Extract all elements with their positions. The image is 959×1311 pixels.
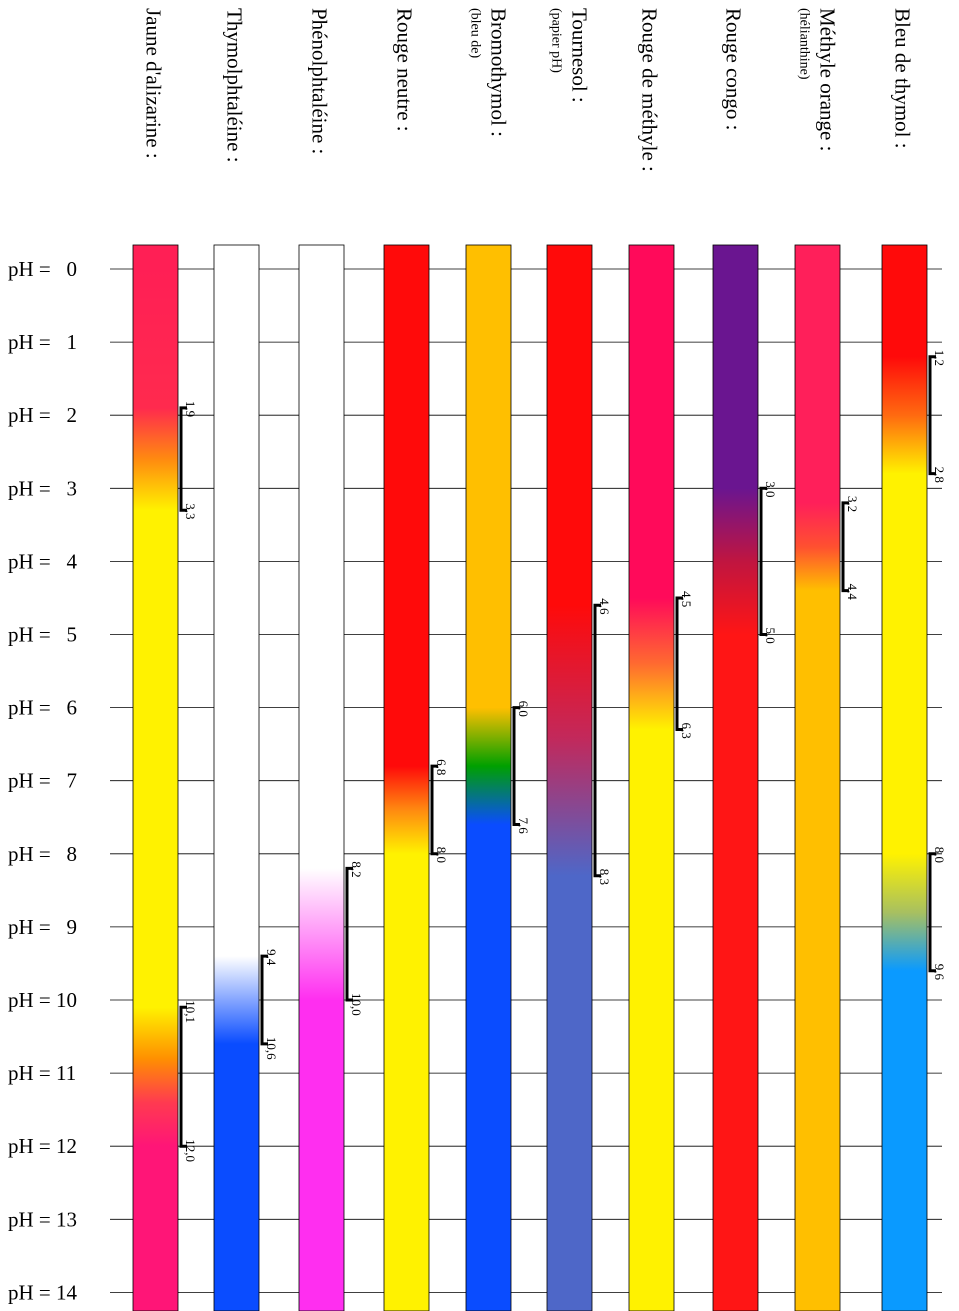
transition-bracket bbox=[841, 501, 849, 593]
indicator-bars bbox=[132, 244, 928, 1311]
ph-tick-label: pH = 11 bbox=[8, 1061, 76, 1085]
indicator-title: Méthyle orange : bbox=[816, 8, 840, 151]
ph-tick-label: pH = 1 bbox=[8, 330, 77, 354]
transition-bracket bbox=[430, 764, 438, 856]
indicator-title: Rouge congo : bbox=[722, 8, 746, 130]
indicator-title: Phénolphtaléine : bbox=[308, 8, 332, 154]
ph-axis: pH = 0 pH = 1 pH = 2 pH = 3 pH = 4 pH = 5 pH =… bbox=[8, 257, 942, 1304]
transition-value-label: 1,2 bbox=[932, 350, 947, 366]
transition-value-label: 6,3 bbox=[679, 723, 694, 739]
transition-value-label: 8,3 bbox=[597, 869, 612, 885]
indicator-title: Thymolphtaléine : bbox=[223, 8, 247, 163]
transition-bracket bbox=[928, 355, 936, 476]
indicator-bar bbox=[383, 244, 430, 1311]
indicator-title: Tournesol : bbox=[568, 8, 592, 103]
indicator-title: Jaune d'alizarine : bbox=[142, 8, 166, 159]
transition-value-label: 3,0 bbox=[763, 481, 778, 497]
transition-bracket bbox=[512, 706, 520, 827]
transition-value-label: 3,3 bbox=[183, 503, 198, 519]
indicator-bar bbox=[298, 244, 345, 1311]
transition-value-label: 3,2 bbox=[845, 496, 860, 512]
transition-value-label: 9,6 bbox=[932, 964, 947, 981]
transition-value-label: 2,8 bbox=[932, 467, 947, 483]
indicator-subtitle: (papier pH) bbox=[549, 8, 564, 73]
transition-value-label: 4,6 bbox=[597, 598, 612, 615]
ph-tick-label: pH = 4 bbox=[8, 549, 78, 573]
indicator-bar bbox=[628, 244, 675, 1311]
ph-tick-label: pH = 3 bbox=[8, 476, 77, 500]
indicator-bar bbox=[881, 244, 928, 1311]
indicator-title: Bleu de thymol : bbox=[891, 8, 915, 149]
indicator-bar bbox=[213, 244, 260, 1311]
ph-tick-label: pH = 8 bbox=[8, 842, 77, 866]
ph-tick-label: pH = 14 bbox=[8, 1280, 78, 1304]
indicator-subtitle: (hélianthine) bbox=[797, 8, 812, 80]
indicator-title: Rouge de méthyle : bbox=[638, 8, 662, 172]
indicator-subtitle: (bleu de) bbox=[468, 8, 483, 58]
indicator-bar bbox=[794, 244, 841, 1311]
transition-value-label: 10,0 bbox=[349, 993, 364, 1016]
transition-value-label: 12,0 bbox=[183, 1139, 198, 1162]
transition-bracket bbox=[179, 406, 187, 512]
indicator-bar bbox=[465, 244, 512, 1311]
indicator-bar bbox=[712, 244, 759, 1311]
transition-value-label: 6,0 bbox=[516, 701, 531, 717]
transition-bracket bbox=[345, 866, 353, 1002]
transition-bracket bbox=[759, 486, 767, 636]
ph-tick-label: pH = 9 bbox=[8, 915, 77, 939]
transition-value-label: 8,0 bbox=[932, 847, 947, 863]
indicator-bar bbox=[546, 244, 593, 1311]
transition-value-label: 7,6 bbox=[516, 818, 531, 835]
indicator-title: Bromothymol : bbox=[487, 8, 511, 137]
indicator-bar bbox=[132, 244, 179, 1311]
transition-value-label: 4,4 bbox=[845, 584, 860, 601]
ph-tick-label: pH = 6 bbox=[8, 696, 77, 720]
indicator-titles: Jaune d'alizarine : Thymolphtaléine : Phén… bbox=[142, 8, 915, 172]
transition-value-label: 10,6 bbox=[264, 1037, 279, 1060]
ph-tick-label: pH = 0 bbox=[8, 257, 77, 281]
transition-bracket bbox=[928, 852, 936, 973]
transition-value-label: 6,8 bbox=[434, 759, 449, 775]
transition-bracket bbox=[260, 954, 268, 1046]
ph-tick-label: pH = 5 bbox=[8, 623, 77, 647]
transition-value-label: 4,5 bbox=[679, 591, 694, 607]
transition-brackets: 1,9 3,3 10,1 12,0 9,4 10,6 8,2 10,0 6,8 8,0 6,0 7,6… bbox=[179, 350, 947, 1162]
transition-value-label: 5,0 bbox=[763, 628, 778, 644]
ph-tick-label: pH = 12 bbox=[8, 1134, 77, 1158]
transition-value-label: 10,1 bbox=[183, 1000, 198, 1023]
transition-value-label: 8,2 bbox=[349, 861, 364, 877]
ph-tick-label: pH = 2 bbox=[8, 403, 77, 427]
transition-value-label: 1,9 bbox=[183, 401, 198, 417]
transition-bracket bbox=[675, 596, 683, 732]
transition-bracket bbox=[593, 603, 601, 878]
ph-tick-label: pH = 7 bbox=[8, 769, 77, 793]
ph-tick-label: pH = 10 bbox=[8, 988, 77, 1012]
ph-tick-label: pH = 13 bbox=[8, 1207, 77, 1231]
transition-value-label: 9,4 bbox=[264, 949, 279, 966]
transition-bracket bbox=[179, 1005, 187, 1148]
transition-value-label: 8,0 bbox=[434, 847, 449, 863]
indicator-title: Rouge neutre : bbox=[393, 8, 417, 132]
